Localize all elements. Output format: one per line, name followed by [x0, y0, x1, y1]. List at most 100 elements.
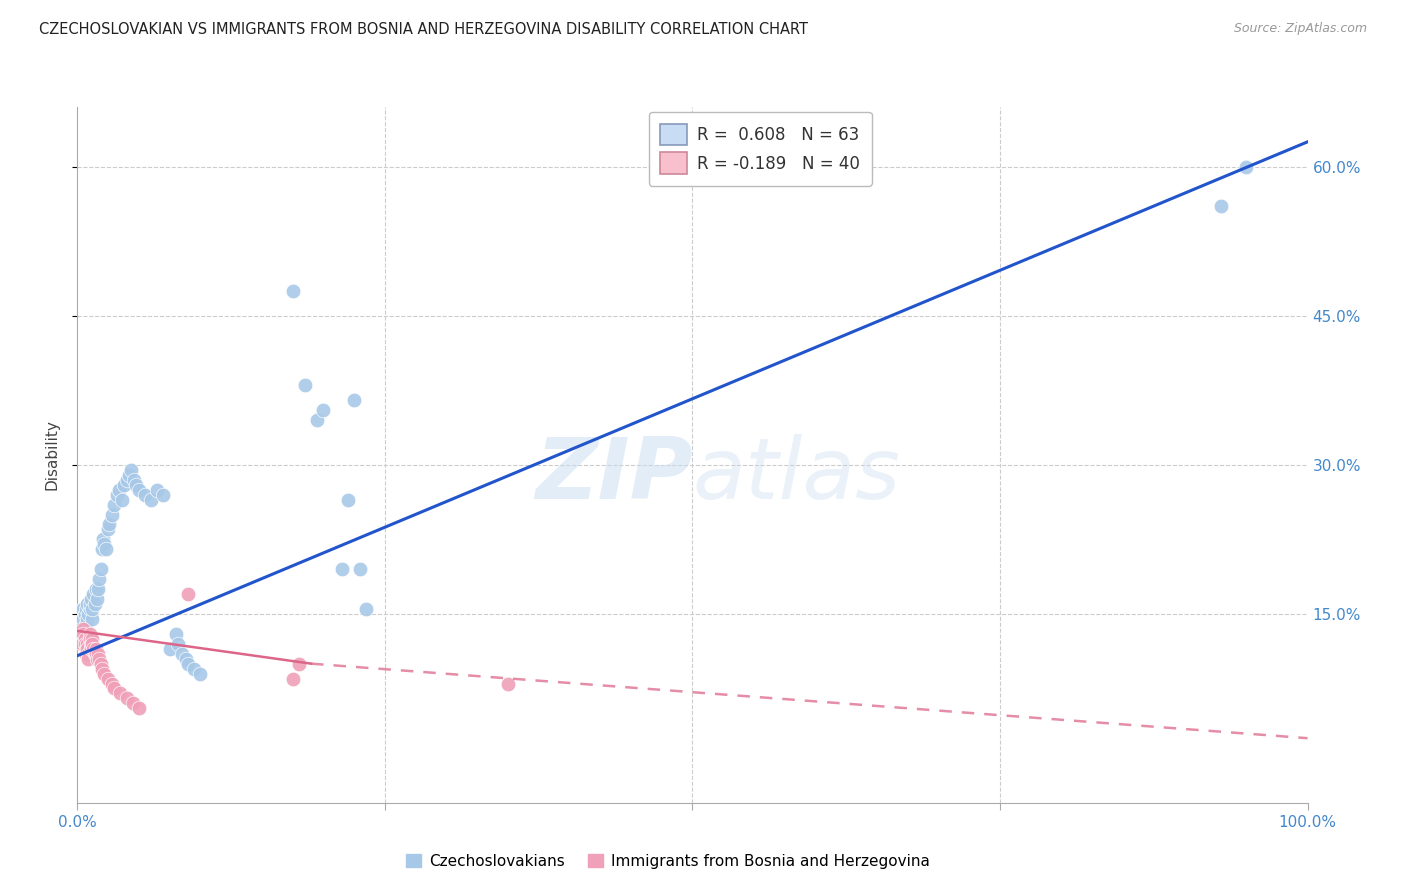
- Point: [105, 488, 128, 502]
- Point: [77, 647, 100, 661]
- Point: [70, 637, 93, 651]
- Point: [75, 616, 97, 631]
- Point: [110, 686, 132, 700]
- Point: [103, 681, 125, 696]
- Point: [86, 651, 108, 665]
- Point: [70, 627, 93, 641]
- Point: [82, 602, 104, 616]
- Legend: Czechoslovakians, Immigrants from Bosnia and Herzegovina: Czechoslovakians, Immigrants from Bosnia…: [401, 848, 935, 875]
- Point: [75, 602, 97, 616]
- Point: [83, 597, 105, 611]
- Point: [115, 691, 138, 706]
- Point: [1211, 199, 1233, 213]
- Point: [356, 602, 378, 616]
- Point: [167, 637, 190, 651]
- Point: [97, 672, 120, 686]
- Point: [101, 676, 124, 690]
- Point: [90, 542, 114, 557]
- Point: [91, 533, 114, 547]
- Point: [87, 582, 110, 596]
- Point: [281, 284, 304, 298]
- Point: [330, 562, 353, 576]
- Point: [72, 602, 94, 616]
- Point: [307, 413, 329, 427]
- Point: [128, 701, 150, 715]
- Point: [103, 498, 125, 512]
- Point: [90, 657, 112, 671]
- Point: [190, 666, 212, 681]
- Point: [72, 627, 94, 641]
- Point: [146, 483, 169, 497]
- Point: [118, 467, 141, 482]
- Point: [134, 488, 156, 502]
- Point: [115, 473, 138, 487]
- Point: [312, 403, 335, 417]
- Point: [159, 641, 181, 656]
- Text: Source: ZipAtlas.com: Source: ZipAtlas.com: [1233, 22, 1367, 36]
- Point: [128, 483, 150, 497]
- Point: [79, 632, 101, 646]
- Point: [343, 393, 366, 408]
- Point: [84, 641, 107, 656]
- Point: [82, 612, 104, 626]
- Point: [281, 672, 304, 686]
- Point: [177, 657, 200, 671]
- Point: [183, 662, 205, 676]
- Point: [288, 657, 311, 671]
- Point: [108, 483, 131, 497]
- Point: [174, 651, 197, 665]
- Point: [93, 537, 115, 551]
- Point: [80, 592, 103, 607]
- Point: [79, 597, 101, 611]
- Point: [72, 612, 94, 626]
- Point: [165, 627, 187, 641]
- Point: [98, 517, 121, 532]
- Point: [73, 622, 96, 636]
- Point: [86, 592, 108, 607]
- Point: [70, 632, 93, 646]
- Point: [77, 651, 100, 665]
- Point: [112, 477, 135, 491]
- Point: [125, 477, 148, 491]
- Point: [80, 641, 103, 656]
- Text: ZIP: ZIP: [534, 434, 693, 517]
- Point: [121, 463, 143, 477]
- Text: CZECHOSLOVAKIAN VS IMMIGRANTS FROM BOSNIA AND HERZEGOVINA DISABILITY CORRELATION: CZECHOSLOVAKIAN VS IMMIGRANTS FROM BOSNI…: [39, 22, 808, 37]
- Point: [90, 662, 114, 676]
- Point: [80, 637, 103, 651]
- Point: [76, 641, 98, 656]
- Point: [84, 582, 107, 596]
- Y-axis label: Disability: Disability: [44, 419, 59, 491]
- Point: [87, 647, 110, 661]
- Point: [1234, 160, 1257, 174]
- Point: [84, 647, 107, 661]
- Point: [79, 602, 101, 616]
- Point: [90, 562, 112, 576]
- Point: [73, 632, 96, 646]
- Point: [76, 637, 98, 651]
- Point: [94, 542, 117, 557]
- Point: [73, 637, 96, 651]
- Point: [76, 597, 98, 611]
- Point: [111, 492, 132, 507]
- Point: [97, 523, 120, 537]
- Point: [75, 647, 97, 661]
- Point: [294, 378, 316, 392]
- Point: [79, 627, 101, 641]
- Point: [122, 473, 145, 487]
- Point: [89, 572, 111, 586]
- Point: [82, 641, 104, 656]
- Point: [121, 697, 143, 711]
- Point: [72, 622, 94, 636]
- Point: [337, 492, 360, 507]
- Point: [73, 607, 96, 621]
- Point: [496, 676, 519, 690]
- Point: [82, 587, 104, 601]
- Text: atlas: atlas: [693, 434, 900, 517]
- Point: [170, 647, 193, 661]
- Point: [101, 508, 124, 522]
- Point: [141, 492, 163, 507]
- Point: [83, 647, 105, 661]
- Point: [75, 641, 97, 656]
- Point: [82, 637, 104, 651]
